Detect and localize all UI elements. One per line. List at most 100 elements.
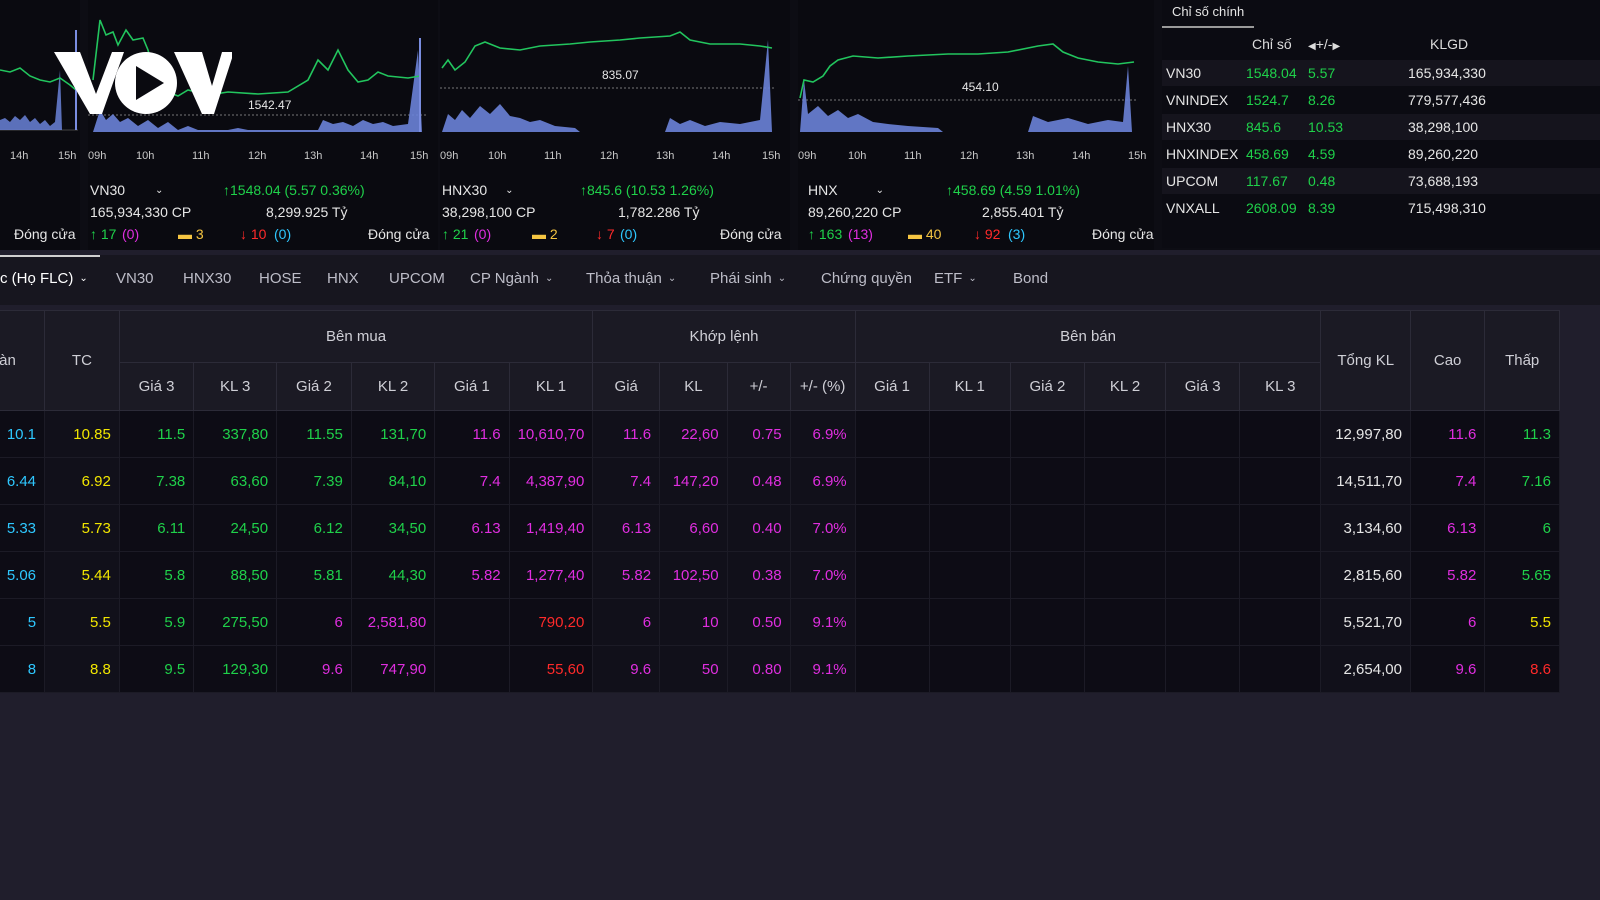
col-header-index: Chỉ số — [1252, 36, 1292, 52]
index-volume: 165,934,330 — [1408, 65, 1486, 81]
tab-hose[interactable]: HOSE — [259, 270, 302, 287]
time-label: 09h — [798, 150, 817, 162]
table-row[interactable]: 5.06 5.44 5.8 88,50 5.81 44,30 5.82 1,277,40 5.8… — [0, 551, 1560, 599]
col-header-sell-vol-3: KL 3 — [1239, 362, 1322, 411]
chart-price-label: 1542.47 — [248, 98, 292, 112]
decliners-count: ↓ 7 — [596, 226, 615, 242]
total-volume: 5,521,70 — [1320, 598, 1411, 646]
index-row[interactable]: VN30 1548.04 5.57 165,934,330 — [1162, 60, 1600, 86]
group-header-buy: Bên mua — [118, 310, 594, 363]
index-value: 458.69 — [1246, 146, 1289, 162]
time-label: 11h — [192, 150, 210, 162]
col-header-match-vol: KL — [659, 362, 728, 411]
tab-vn30[interactable]: VN30 — [116, 270, 154, 287]
index-row[interactable]: VNINDEX 1524.7 8.26 779,577,436 — [1162, 87, 1600, 113]
match-pct: 7.0% — [789, 551, 856, 599]
vn30-chart-panel[interactable]: 1542.47 09h 10h 11h 12h 13h 14h 15h VN30… — [88, 0, 438, 250]
chevron-down-icon: ⌄ — [544, 273, 554, 284]
buy-vol-1: 1,277,40 — [508, 551, 594, 599]
table-row[interactable]: 6.44 6.92 7.38 63,60 7.39 84,10 7.4 4,387,90 7.4… — [0, 457, 1560, 505]
col-header-san: Sàn — [0, 310, 46, 411]
tab-hnx30[interactable]: HNX30 — [183, 270, 232, 287]
tab-cp-nganh[interactable]: CP Ngành ⌄ — [470, 270, 553, 287]
match-price: 9.6 — [592, 645, 661, 693]
tab-phai-sinh[interactable]: Phái sinh ⌄ — [710, 270, 786, 287]
col-header-match-price: Giá — [592, 362, 661, 411]
index-volume: 73,688,193 — [1408, 173, 1479, 189]
hnx30-chart-panel[interactable]: 835.07 09h 10h 11h 12h 13h 14h 15h HNX30… — [440, 0, 790, 250]
tab-thoa-thuan[interactable]: Thỏa thuận ⌄ — [586, 270, 676, 287]
low-price: 6 — [1484, 504, 1560, 552]
table-row[interactable]: 5.33 5.73 6.11 24,50 6.12 34,50 6.13 1,419,40 6.… — [0, 504, 1560, 552]
tab-hnx[interactable]: HNX — [327, 270, 359, 287]
sell-vol-1 — [928, 457, 1011, 505]
ref-price: 5.5 — [44, 598, 120, 646]
match-price: 6 — [592, 598, 661, 646]
table-row[interactable]: 10.1 10.85 11.5 337,80 11.55 131,70 11.6 10,610… — [0, 410, 1560, 458]
buy-price-3: 5.9 — [118, 598, 195, 646]
buy-price-2: 9.6 — [276, 645, 352, 693]
tab-etf[interactable]: ETF ⌄ — [934, 270, 977, 287]
sell-price-2 — [1009, 551, 1085, 599]
col-header-tc: TC — [44, 310, 120, 411]
index-name-select[interactable]: HNX ⌄ — [808, 182, 884, 198]
chart-price-label: 835.07 — [602, 68, 639, 82]
decliners-count: ↓ 92 — [974, 226, 1001, 242]
time-label: 10h — [848, 150, 867, 162]
match-price: 5.82 — [592, 551, 661, 599]
buy-vol-2: 44,30 — [350, 551, 436, 599]
tab-watchlist-flc[interactable]: c (Họ FLC) ⌄ — [0, 270, 88, 287]
match-pct: 6.9% — [789, 457, 856, 505]
tab-upcom[interactable]: UPCOM — [389, 270, 445, 287]
match-price: 11.6 — [592, 410, 661, 458]
col-header-change[interactable]: ◀+/-▶ — [1308, 36, 1340, 52]
index-row[interactable]: UPCOM 117.67 0.48 73,688,193 — [1162, 168, 1600, 194]
chevron-down-icon: ⌄ — [875, 185, 884, 196]
index-name-select[interactable]: VN30 ⌄ — [90, 182, 163, 198]
sell-price-3 — [1165, 551, 1241, 599]
buy-price-2: 11.55 — [276, 410, 352, 458]
index-volume: 715,498,310 — [1408, 200, 1486, 216]
index-volume: 165,934,330 CP — [90, 204, 192, 220]
buy-vol-1: 1,419,40 — [508, 504, 594, 552]
status-text: Đóng cửa — [368, 226, 430, 242]
ref-price: 10.85 — [44, 410, 120, 458]
match-vol: 22,60 — [659, 410, 728, 458]
index-change: ↑1548.04 (5.57 0.36%) — [223, 182, 365, 198]
table-row[interactable]: 8 8.8 9.5 129,30 9.6 747,90 55,60 9.6 50 0.80 9.1%… — [0, 645, 1560, 693]
match-change: 0.40 — [726, 504, 791, 552]
table-row[interactable]: 5 5.5 5.9 275,50 6 2,581,80 790,20 6 10 0.50 9.1% 5… — [0, 598, 1560, 646]
chevron-down-icon: ⌄ — [505, 185, 514, 196]
tab-chung-quyen[interactable]: Chứng quyền — [821, 270, 912, 287]
arrow-left-icon: ◀ — [1308, 41, 1316, 52]
high-price: 11.6 — [1409, 410, 1486, 458]
buy-price-1 — [434, 598, 510, 646]
buy-price-3: 6.11 — [118, 504, 195, 552]
tab-main-indices[interactable]: Chỉ số chính — [1162, 4, 1255, 28]
change-label: +/- — [1315, 36, 1333, 52]
hnx-chart-panel[interactable]: 454.10 09h 10h 11h 12h 13h 14h 15h HNX ⌄ … — [798, 0, 1154, 250]
sell-vol-3 — [1239, 551, 1322, 599]
chevron-down-icon: ⌄ — [79, 273, 88, 284]
match-pct: 7.0% — [789, 504, 856, 552]
index-change: 8.26 — [1308, 92, 1336, 108]
index-row[interactable]: VNXALL 2608.09 8.39 715,498,310 — [1162, 195, 1600, 221]
index-row[interactable]: HNXINDEX 458.69 4.59 89,260,220 — [1162, 141, 1600, 167]
sell-price-3 — [1165, 504, 1241, 552]
time-label: 14h — [1072, 150, 1091, 162]
sell-price-2 — [1009, 410, 1085, 458]
tab-label: Thỏa thuận — [586, 270, 662, 287]
buy-price-1: 6.13 — [434, 504, 510, 552]
tab-bond[interactable]: Bond — [1013, 270, 1049, 287]
index-name-select[interactable]: HNX30 ⌄ — [442, 182, 514, 198]
ceiling-count: (13) — [848, 226, 873, 242]
index-volume: 38,298,100 CP — [442, 204, 536, 220]
index-value: 117.67 — [1246, 173, 1288, 189]
index-name: HNX — [808, 182, 838, 198]
hnx-intraday-chart — [798, 43, 1138, 132]
index-volume: 38,298,100 — [1408, 119, 1479, 135]
time-label: 13h — [1016, 150, 1035, 162]
tab-label: CP Ngành — [470, 270, 539, 287]
ref-price: 5.73 — [44, 504, 120, 552]
index-row[interactable]: HNX30 845.6 10.53 38,298,100 — [1162, 114, 1600, 140]
